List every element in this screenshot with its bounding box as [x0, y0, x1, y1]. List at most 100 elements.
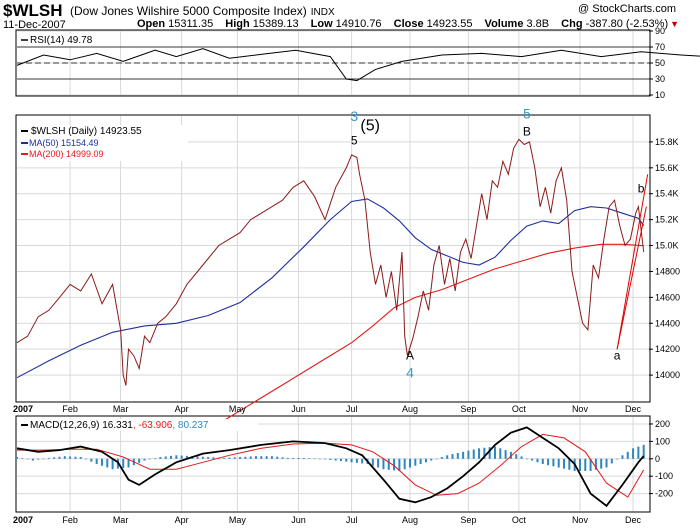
chg-label: Chg	[561, 18, 583, 30]
macd-legend-value: MACD(12,26,9) 16.331	[30, 420, 133, 431]
rsi-legend-bg	[20, 34, 115, 46]
macd-hist-bar	[621, 455, 624, 459]
macd-hist-bar	[74, 456, 77, 459]
macd-hist-bar	[154, 458, 157, 459]
macd-hist-bar	[642, 444, 645, 459]
macd-hist-bar	[504, 450, 507, 459]
macd-hist-bar	[175, 455, 178, 459]
macd-hist-bar	[297, 457, 300, 459]
macd-hist-bar	[578, 458, 581, 471]
macd-hist-bar	[520, 456, 523, 459]
price-x-tick-label: Nov	[572, 404, 589, 414]
price-x-tick-label: May	[229, 404, 247, 414]
volume-value: 3.8B	[526, 18, 550, 30]
macd-hist-bar	[339, 458, 342, 462]
price-line	[16, 138, 645, 386]
macd-hist-bar	[111, 458, 114, 470]
volume-label: Volume	[484, 18, 524, 30]
chg-value: -387.80 (-2.53%)	[585, 18, 669, 30]
macd-legend-bg	[18, 419, 258, 431]
stockcharts-brand-link[interactable]: @ StockCharts.com	[578, 3, 676, 15]
price-x-tick-label: Feb	[62, 404, 78, 414]
close-value: 14923.55	[426, 18, 473, 30]
rsi-tick-label: 30	[655, 74, 665, 84]
macd-x-tick-label: 2007	[13, 515, 33, 525]
macd-hist-bar	[568, 458, 571, 470]
macd-hist-bar	[159, 457, 162, 459]
macd-hist-bar	[382, 458, 385, 470]
macd-hist-bar	[493, 446, 496, 459]
macd-hist-bar	[207, 457, 210, 459]
macd-hist-bar	[478, 448, 481, 459]
macd-hist-bar	[164, 456, 167, 459]
macd-x-tick-label: Apr	[175, 515, 189, 525]
wave-label-5: 5	[523, 106, 531, 122]
macd-hist-bar	[281, 457, 284, 459]
rsi-line	[16, 48, 700, 82]
macd-hist-bar	[37, 458, 40, 460]
macd-hist-bar	[90, 458, 93, 462]
macd-hist-bar	[148, 458, 151, 460]
macd-hist-bar	[430, 458, 433, 461]
macd-x-tick-label: Mar	[113, 515, 129, 525]
macd-x-tick-label: Jul	[346, 515, 358, 525]
macd-hist-bar	[600, 458, 603, 469]
wave-label-4: 4	[406, 365, 414, 381]
macd-hist-bar	[265, 456, 268, 459]
price-x-tick-label: Dec	[625, 404, 642, 414]
macd-hist-bar	[58, 456, 61, 459]
macd-hist-bar	[31, 458, 34, 461]
macd-x-tick-label: Nov	[572, 515, 589, 525]
wave-label-a: a	[614, 349, 621, 363]
macd-hist-bar	[95, 458, 98, 464]
index-name: (Dow Jones Wilshire 5000 Composite Index…	[70, 4, 335, 18]
wave-label-p5p: (5)	[360, 117, 380, 134]
macd-hist-bar	[127, 458, 130, 468]
price-tick-label: 14800	[655, 266, 680, 276]
price-x-tick-label: 2007	[13, 404, 33, 414]
macd-tick-label: -200	[655, 489, 673, 499]
macd-hist-bar	[451, 454, 454, 459]
macd-tick-label: -100	[655, 471, 673, 481]
trend-line-upper	[616, 174, 649, 350]
price-tick-label: 15.4K	[655, 189, 679, 199]
price-tick-label: 15.2K	[655, 215, 679, 225]
macd-hist-bar	[377, 458, 380, 468]
macd-hist-bar	[536, 458, 539, 463]
macd-hist-bar	[53, 457, 56, 459]
ma50-line	[16, 198, 645, 379]
macd-hist-bar	[201, 456, 204, 459]
macd-hist-bar	[106, 458, 109, 468]
macd-legend: MACD(12,26,9) 16.331, -63.906, 80.237	[30, 420, 209, 431]
macd-hist-bar	[483, 447, 486, 459]
macd-x-tick-label: Aug	[402, 515, 418, 525]
macd-hist-bar	[525, 458, 528, 460]
macd-hist-bar	[605, 458, 608, 468]
macd-hist-bar	[637, 446, 640, 459]
price-tick-label: 15.8K	[655, 137, 679, 147]
macd-hist-bar	[584, 458, 587, 471]
macd-hist-bar	[318, 458, 321, 460]
macd-hist-bar	[313, 458, 316, 459]
rsi-tick-label: 10	[655, 90, 665, 100]
macd-hist-bar	[196, 456, 199, 459]
price-x-tick-label: Jun	[291, 404, 306, 414]
exchange-label: INDX	[310, 7, 335, 18]
macd-hist-bar	[419, 458, 422, 464]
macd-x-tick-label: Jun	[291, 515, 306, 525]
macd-hist-bar	[626, 451, 629, 459]
price-tick-label: 14600	[655, 292, 680, 302]
low-value: 14910.76	[335, 18, 382, 30]
macd-hist-bar	[488, 447, 491, 459]
macd-hist-bar	[170, 455, 173, 459]
macd-hist-bar	[355, 458, 358, 463]
rsi-tick-label: 90	[655, 26, 665, 36]
macd-hist-bar	[212, 457, 215, 459]
down-arrow-icon: ▼	[670, 19, 680, 29]
macd-hist-bar	[456, 452, 459, 459]
macd-hist-bar	[499, 448, 502, 459]
macd-hist-bar	[472, 449, 475, 459]
price-legend: $WLSH (Daily) 14923.55	[31, 126, 142, 137]
